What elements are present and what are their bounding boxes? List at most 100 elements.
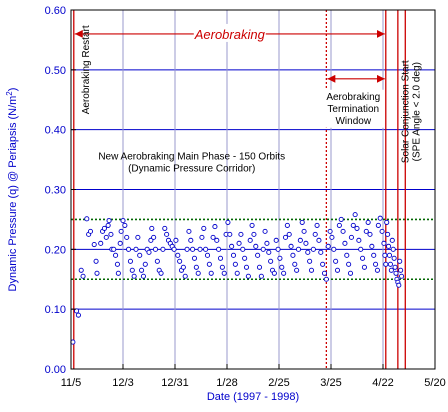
data-point-117 [290,252,296,258]
data-point-89 [238,231,244,237]
data-point-15 [105,222,111,228]
data-point-88 [236,240,242,246]
data-point-156 [361,264,367,270]
data-point-116 [288,243,294,249]
data-point-171 [385,231,391,237]
annotation-1-line-1: Termination [327,104,379,115]
data-point-67 [197,246,203,252]
data-point-4 [80,273,86,279]
data-point-158 [365,219,371,225]
y-tick-label-0: 0.00 [45,364,66,376]
data-point-121 [297,237,303,243]
data-point-185 [398,267,404,273]
data-point-1 [74,308,80,314]
data-point-13 [101,225,107,231]
data-point-17 [108,231,114,237]
data-point-144 [340,228,346,234]
data-point-155 [360,255,366,261]
data-point-87 [234,270,240,276]
data-point-43 [152,246,159,252]
data-point-80 [221,270,227,276]
x-tick-label-0: 11/5 [61,377,82,389]
data-point-77 [216,246,222,252]
data-point-146 [344,252,350,258]
data-point-69 [201,225,207,231]
data-point-166 [379,228,385,234]
data-point-23 [117,240,123,246]
data-point-161 [371,252,377,258]
data-point-78 [217,255,224,261]
data-point-160 [369,243,375,249]
data-point-37 [142,261,148,267]
data-point-178 [391,255,397,261]
data-point-148 [347,270,354,276]
data-point-35 [139,267,145,273]
data-point-132 [318,249,324,255]
data-point-94 [247,237,253,243]
data-point-169 [383,261,389,267]
data-point-112 [281,270,287,276]
data-point-152 [354,225,360,231]
data-point-151 [352,212,358,218]
data-point-163 [374,267,380,273]
data-point-3 [78,267,84,273]
data-point-5 [84,216,90,222]
y-axis-title: Dynamic Pressure (q) @ Periapsis (N/m2) [5,88,19,292]
data-point-79 [219,264,225,270]
data-point-63 [190,246,196,252]
span-label-0: Aerobraking [194,27,266,42]
data-point-142 [336,222,342,228]
data-point-85 [230,252,237,258]
data-point-108 [273,237,279,243]
data-point-154 [358,246,364,252]
data-point-44 [154,258,160,264]
data-point-54 [173,237,179,243]
data-point-26 [122,222,128,228]
data-point-115 [286,231,292,237]
data-point-83 [227,231,233,237]
data-point-46 [158,270,164,276]
x-tick-label-4: 2/25 [268,377,289,389]
data-point-184 [397,258,403,264]
data-point-9 [93,258,99,264]
data-point-147 [346,261,352,267]
data-point-10 [94,270,100,276]
data-point-172 [386,243,392,249]
data-point-145 [342,240,348,246]
data-point-62 [188,237,194,243]
data-point-49 [164,231,170,237]
data-point-73 [208,270,214,276]
data-point-68 [199,234,205,240]
data-point-131 [316,237,322,243]
data-point-113 [282,234,289,240]
data-point-40 [148,237,154,243]
data-point-96 [251,231,257,237]
data-point-135 [323,276,329,282]
data-point-7 [87,228,94,234]
data-point-186 [399,273,405,279]
y-tick-label-3: 0.30 [45,185,66,197]
data-point-123 [301,228,307,234]
data-point-86 [232,261,238,267]
data-point-2 [75,312,81,318]
y-tick-label-5: 0.50 [45,65,66,77]
data-point-48 [162,225,168,231]
data-point-91 [242,255,248,261]
data-point-139 [331,246,337,252]
data-point-175 [388,267,394,273]
data-point-66 [195,270,201,276]
data-point-103 [264,240,270,246]
data-point-128 [310,246,316,252]
data-point-41 [149,225,155,231]
data-point-59 [182,273,188,279]
data-point-39 [146,249,152,255]
data-point-98 [255,252,261,258]
data-point-119 [294,267,300,273]
data-point-110 [277,255,283,261]
data-point-140 [333,258,339,264]
y-tick-label-4: 0.40 [45,125,66,137]
annotation-1-line-0: Aerobraking [326,92,380,103]
data-point-75 [212,224,218,230]
data-point-65 [193,264,199,270]
